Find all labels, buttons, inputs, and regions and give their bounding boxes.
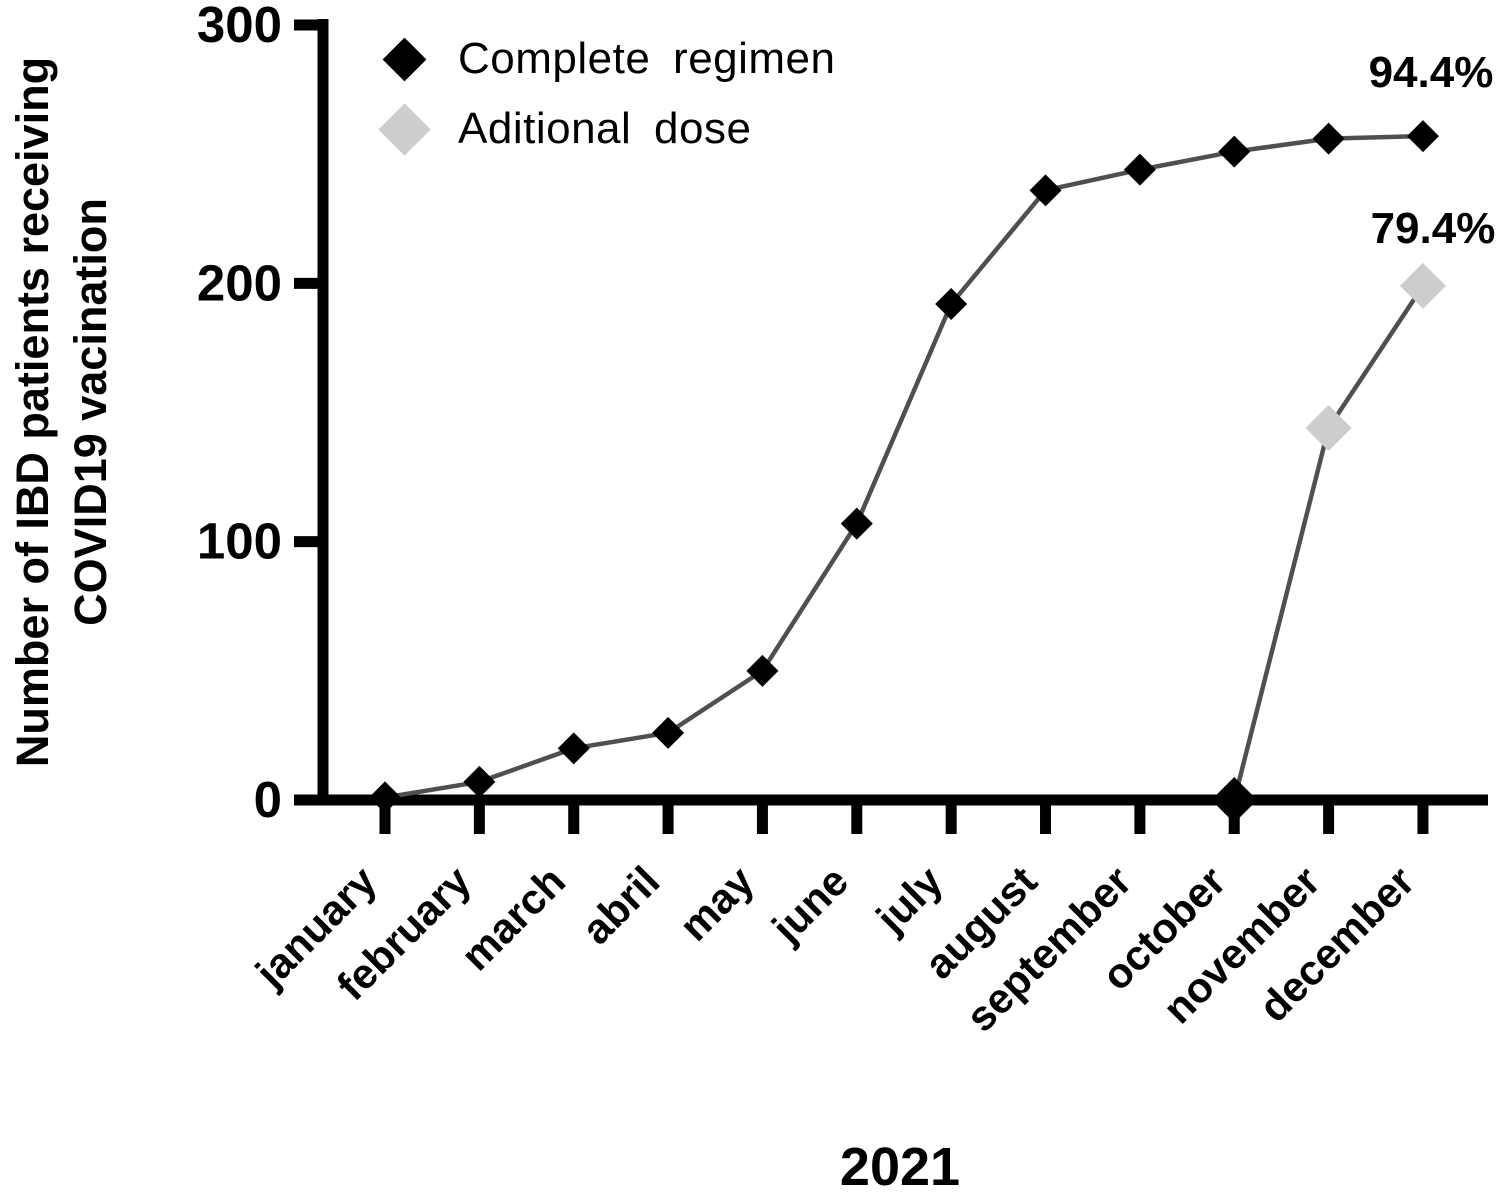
y-tick-label: 0 [254, 771, 282, 828]
data-point [1312, 122, 1345, 155]
legend-item-complete-regimen: Complete regimen [376, 28, 836, 90]
x-axis-title: 2021 [839, 1137, 961, 1197]
legend-label-aditional-dose: Aditional dose [458, 104, 752, 153]
legend-marker-box [376, 102, 432, 156]
y-axis-title: Number of IBD patients receiving COVID19… [4, 57, 120, 767]
black-diamond-icon [382, 37, 426, 81]
data-point [935, 288, 968, 320]
percentage-annotation: 79.4% [1371, 204, 1496, 253]
legend: Complete regimen Aditional dose [376, 28, 836, 168]
data-point [1305, 405, 1352, 451]
data-point [652, 716, 685, 749]
x-tick-label: june [762, 857, 857, 952]
y-tick-label: 300 [197, 0, 282, 53]
data-point [1029, 174, 1062, 207]
data-point [746, 654, 779, 687]
y-tick-label: 100 [197, 513, 282, 570]
x-tick-label: may [670, 857, 763, 950]
data-point [369, 781, 401, 814]
legend-item-aditional-dose: Aditional dose [376, 98, 836, 160]
y-tick-label: 200 [197, 254, 282, 311]
data-point [1399, 262, 1446, 309]
percentage-annotation: 94.4% [1369, 48, 1494, 97]
series-line-1 [1232, 284, 1425, 801]
data-point [463, 765, 496, 798]
gray-diamond-icon [377, 102, 431, 156]
legend-label-complete-regimen: Complete regimen [458, 34, 836, 83]
data-point [1211, 777, 1258, 823]
data-point [840, 507, 873, 540]
legend-marker-box [376, 37, 432, 81]
y-axis-title-line2: COVID19 vacination [65, 198, 116, 626]
y-axis-title-line1: Number of IBD patients receiving [7, 56, 58, 768]
data-point [1406, 120, 1439, 153]
data-point [1218, 135, 1251, 168]
x-tick-label: march [452, 857, 574, 979]
x-tick-label: abril [572, 857, 668, 953]
data-point [1123, 153, 1156, 186]
series-line-0 [384, 133, 1424, 800]
data-point [557, 732, 590, 765]
